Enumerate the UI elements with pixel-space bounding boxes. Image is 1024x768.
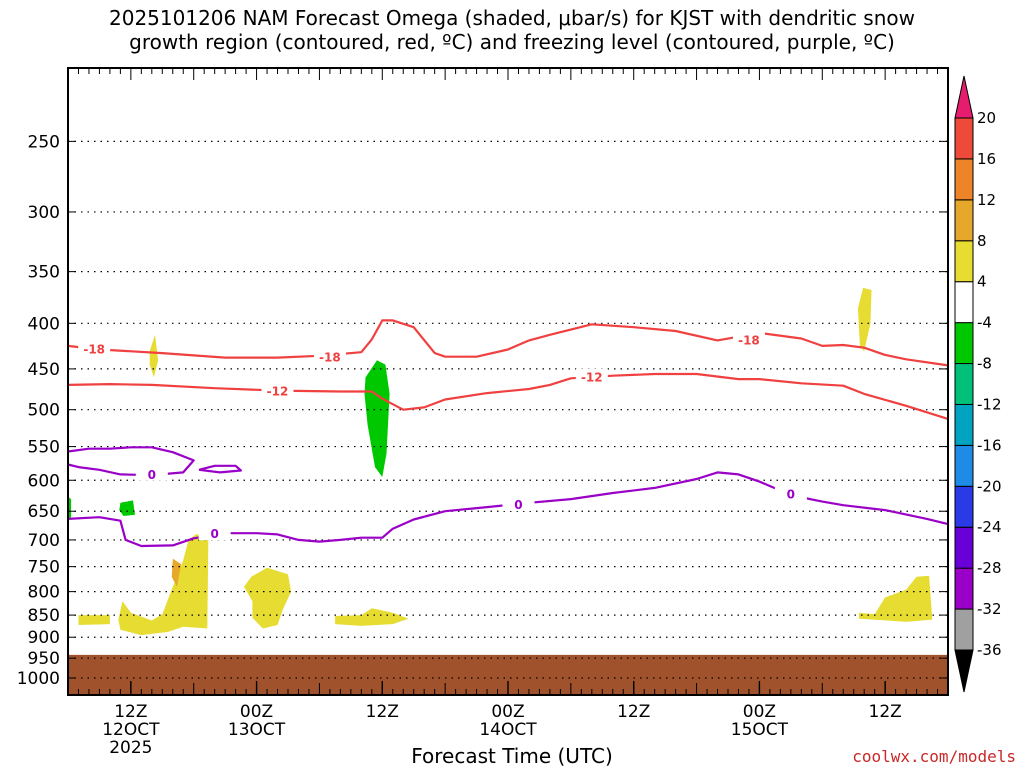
dendritic-contour-label: -18 [738, 333, 760, 347]
omega-blob-ascent [78, 615, 110, 625]
y-tick-label: 950 [28, 649, 60, 669]
omega-blob-ascent [857, 287, 872, 352]
x-tick-label: 12Z [617, 702, 650, 722]
colorbar-label: -12 [977, 395, 1002, 413]
colorbar-box [954, 281, 974, 324]
x-tick-label: 00Z [743, 702, 776, 722]
y-tick-label: 300 [28, 203, 60, 223]
freezing-contour-label-bg [774, 485, 807, 501]
colorbar-box [954, 240, 974, 283]
title-line-1: 2025101206 NAM Forecast Omega (shaded, μ… [109, 6, 915, 30]
x-tick-label: 00Z [240, 702, 273, 722]
y-tick-label: 750 [28, 558, 60, 578]
y-tick-label: 850 [28, 606, 60, 626]
y-tick-label: 900 [28, 628, 60, 648]
colorbar-box [954, 403, 974, 446]
colorbar-box [954, 363, 974, 405]
dendritic-contour-label: -18 [83, 343, 105, 357]
dendritic-contour-label-bg [575, 368, 608, 384]
omega-blob-ascent [859, 575, 933, 622]
x-tick-label: 12Z [366, 702, 399, 722]
y-tick-label: 500 [28, 401, 60, 421]
omega-blob-ascent-core [171, 558, 182, 587]
colorbar-box [954, 322, 974, 365]
freezing-contour-line [198, 464, 242, 474]
freezing-contour-label-bg [198, 525, 231, 541]
omega-blob-descent [364, 360, 390, 477]
y-tick-label: 400 [28, 314, 60, 334]
colorbar-label: -24 [977, 518, 1002, 536]
colorbar-label: 8 [977, 232, 987, 250]
x-axis-label: Forecast Time (UTC) [411, 744, 613, 768]
x-tick-label: 14OCT [479, 720, 537, 740]
colorbar-label: -20 [977, 477, 1002, 495]
plot-frame [67, 67, 949, 696]
omega-blob-ascent [335, 608, 409, 626]
freezing-contour-label: 0 [514, 498, 522, 512]
dendritic-contour-label: -12 [581, 371, 603, 385]
colorbar-label: 4 [977, 273, 987, 291]
dendritic-contour-label: -12 [267, 385, 289, 399]
x-tick-label: 13OCT [228, 720, 286, 740]
colorbar-lower-extend [954, 649, 974, 693]
dendritic-contour-label-bg [313, 348, 346, 364]
colorbar-upper-extend [954, 75, 974, 119]
y-tick-label: 700 [28, 531, 60, 551]
y-tick-label: 600 [28, 471, 60, 491]
dendritic-contour-label-bg [261, 382, 294, 398]
omega-blob-ascent [118, 534, 209, 636]
x-tick-label: 12Z [114, 702, 147, 722]
y-tick-label: 650 [28, 502, 60, 522]
colorbar-label: -32 [977, 600, 1002, 618]
omega-blob-descent [119, 500, 135, 516]
colorbar-box [954, 117, 974, 160]
freezing-contour-label-bg [135, 465, 168, 481]
freezing-contour-label-bg [502, 496, 535, 512]
colorbar-box [954, 526, 974, 569]
colorbar-box [954, 199, 974, 242]
plot-area [68, 68, 948, 695]
x-tick-label: 15OCT [731, 720, 789, 740]
dendritic-contour-line [67, 319, 949, 367]
colorbar-box [954, 608, 974, 651]
credit-text: coolwx.com/models [852, 747, 1016, 766]
dendritic-contour-label: -18 [319, 351, 341, 365]
freezing-contour-label: 0 [210, 527, 218, 541]
y-tick-label: 550 [28, 438, 60, 458]
colorbar-label: -36 [977, 641, 1002, 659]
title-line-2: growth region (contoured, red, ºC) and f… [129, 30, 895, 54]
y-tick-label: 450 [28, 360, 60, 380]
colorbar-box [954, 444, 974, 487]
colorbar-label: 12 [977, 191, 996, 209]
y-tick-label: 1000 [17, 669, 60, 689]
dendritic-contour-label-bg [732, 331, 765, 347]
omega-blob-ascent [149, 334, 159, 378]
omega-blob-ascent [244, 567, 292, 629]
freezing-contour-label: 0 [148, 468, 156, 482]
x-tick-label: 2025 [109, 738, 152, 758]
y-tick-label: 800 [28, 583, 60, 603]
x-tick-label: 12OCT [102, 720, 160, 740]
colorbar-label: -16 [977, 436, 1002, 454]
colorbar-box [954, 567, 974, 610]
freezing-contour-line [67, 446, 195, 477]
x-tick-label: 12Z [869, 702, 902, 722]
y-tick-label: 250 [28, 132, 60, 152]
colorbar-label: -8 [977, 355, 992, 373]
freezing-contour-label: 0 [787, 488, 795, 502]
colorbar-label: -4 [977, 314, 992, 332]
dendritic-contour-label-bg [78, 340, 111, 356]
y-tick-label: 350 [28, 263, 60, 283]
colorbar-label: 20 [977, 109, 996, 127]
chart-title: 2025101206 NAM Forecast Omega (shaded, μ… [0, 6, 1024, 54]
colorbar-box [954, 485, 974, 528]
x-tick-label: 00Z [491, 702, 524, 722]
colorbar-label: -28 [977, 559, 1002, 577]
colorbar-box [954, 158, 974, 201]
colorbar-label: 16 [977, 150, 996, 168]
